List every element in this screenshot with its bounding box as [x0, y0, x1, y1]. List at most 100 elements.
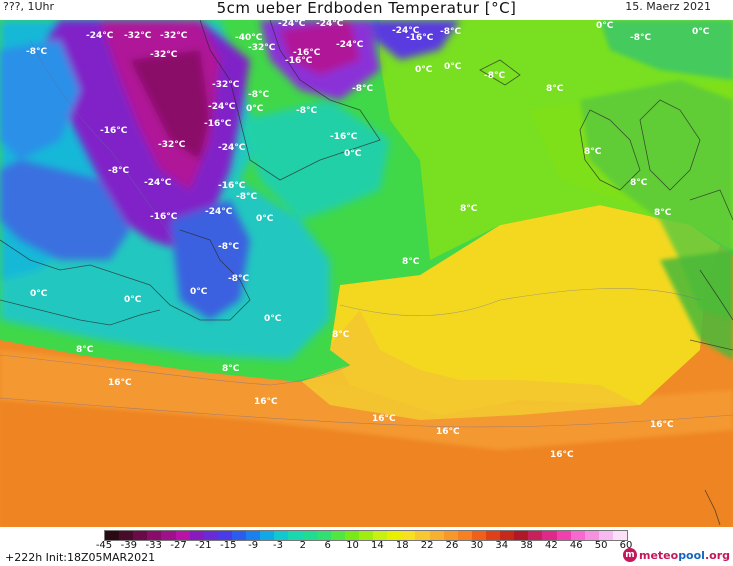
- temp-label: -16°C: [218, 181, 246, 191]
- color-swatch: [485, 531, 501, 540]
- color-swatch: [612, 531, 628, 540]
- color-swatch: [528, 531, 543, 540]
- temp-label: 8°C: [222, 364, 240, 374]
- scale-tick-label: -15: [220, 540, 237, 551]
- color-swatch: [401, 531, 416, 540]
- color-swatch: [217, 531, 232, 540]
- scale-tick-label: -3: [273, 540, 283, 551]
- scale-tick-label: 14: [371, 540, 384, 551]
- temp-label: -24°C: [278, 20, 306, 29]
- temp-label: 8°C: [76, 345, 94, 355]
- color-swatch: [443, 531, 458, 540]
- scale-tick-label: 2: [299, 540, 307, 551]
- temp-label: -16°C: [293, 48, 321, 58]
- temp-label: 8°C: [546, 84, 564, 94]
- color-swatch: [471, 531, 486, 540]
- scale-tick-label: -39: [120, 540, 138, 551]
- temp-label: -40°C: [235, 33, 263, 43]
- scale-tick-label: -27: [170, 540, 187, 551]
- color-swatch: [373, 531, 388, 540]
- temp-label: -24°C: [316, 20, 344, 29]
- temp-label: -32°C: [212, 80, 240, 90]
- color-swatch: [105, 531, 120, 540]
- temp-label: -8°C: [352, 84, 373, 94]
- color-swatch: [330, 531, 345, 540]
- temperature-labels: -24°C -32°C -32°C -40°C -32°C -24°C -24°…: [26, 20, 710, 460]
- temp-label: 0°C: [264, 314, 282, 324]
- temp-label: 16°C: [254, 397, 278, 407]
- color-swatch: [147, 531, 162, 540]
- temp-label: -8°C: [440, 27, 461, 37]
- logo-icon: m: [622, 548, 637, 562]
- color-swatch: [514, 531, 529, 540]
- footer: -45 -39 -33 -27 -21 -15 -9 -3 2 6 10 14 18 22 26 30 34 38…: [0, 527, 733, 566]
- model-run-label: ???, 1Uhr: [3, 0, 55, 13]
- temp-label: 16°C: [372, 414, 396, 424]
- logo-text: meteopool.org: [639, 549, 730, 562]
- color-swatch: [500, 531, 515, 540]
- logo-text-part: meteo: [638, 548, 679, 562]
- map-canvas: -24°C -32°C -32°C -40°C -32°C -24°C -24°…: [0, 20, 733, 527]
- color-swatch: [302, 531, 317, 540]
- scale-tick-label: 60: [619, 540, 633, 551]
- temperature-map: -24°C -32°C -32°C -40°C -32°C -24°C -24°…: [0, 20, 733, 527]
- color-swatch: [246, 531, 261, 540]
- temp-label: -8°C: [248, 90, 269, 100]
- color-swatch: [161, 531, 176, 540]
- color-swatch: [316, 531, 331, 540]
- color-swatch: [203, 531, 218, 540]
- temp-label: -8°C: [228, 274, 249, 284]
- temp-label: 8°C: [402, 257, 420, 267]
- temp-label: -24°C: [144, 178, 172, 188]
- temp-label: -8°C: [26, 47, 47, 57]
- temp-label: -24°C: [86, 31, 114, 41]
- temp-label: 0°C: [415, 65, 433, 75]
- color-swatch: [556, 531, 571, 540]
- temp-label: 0°C: [692, 27, 710, 37]
- scale-tick-label: -45: [95, 540, 113, 551]
- temp-label: -16°C: [406, 33, 434, 43]
- forecast-run-info: +222h Init:18Z05MAR2021: [5, 551, 156, 564]
- meteopool-logo[interactable]: m meteopool.org: [622, 547, 730, 563]
- temp-label: -32°C: [158, 140, 186, 150]
- logo-text-part: pool: [678, 548, 705, 562]
- scale-tick-label: 26: [445, 540, 459, 551]
- temp-label: -16°C: [330, 132, 358, 142]
- temp-label: 8°C: [654, 208, 672, 218]
- color-swatch: [274, 531, 289, 540]
- scale-tick-label: -21: [195, 540, 212, 551]
- scale-tick-label: 42: [545, 540, 558, 551]
- color-swatch: [429, 531, 444, 540]
- color-swatch: [542, 531, 557, 540]
- temp-label: -16°C: [150, 212, 178, 222]
- temp-label: -32°C: [124, 31, 152, 41]
- temp-label: 0°C: [344, 149, 362, 159]
- color-swatch: [457, 531, 472, 540]
- header: ???, 1Uhr 5cm ueber Erdboden Temperatur …: [0, 0, 733, 20]
- scale-tick-label: -9: [248, 540, 259, 551]
- temp-label: -24°C: [218, 143, 246, 153]
- color-swatch: [189, 531, 204, 540]
- temp-label: -32°C: [160, 31, 188, 41]
- temp-label: -24°C: [205, 207, 233, 217]
- scale-tick-label: -33: [145, 540, 162, 551]
- temp-label: 0°C: [30, 289, 48, 299]
- temp-label: -24°C: [208, 102, 236, 112]
- color-swatch: [584, 531, 599, 540]
- scale-tick-label: 18: [395, 540, 409, 551]
- scale-tick-label: 46: [569, 540, 583, 551]
- temp-label: 0°C: [596, 21, 614, 31]
- temp-label: -32°C: [248, 43, 276, 53]
- temp-label: 8°C: [584, 147, 602, 157]
- temp-label: -8°C: [108, 166, 129, 176]
- temp-label: -16°C: [285, 56, 313, 66]
- color-swatch: [133, 531, 148, 540]
- temp-label: 16°C: [650, 420, 674, 430]
- logo-text-part: .org: [704, 548, 730, 562]
- temp-label: 0°C: [256, 214, 274, 224]
- temp-label: -8°C: [236, 192, 257, 202]
- scale-tick-label: 10: [346, 540, 359, 551]
- temp-label: -8°C: [218, 242, 239, 252]
- scale-tick-label: 34: [495, 540, 509, 551]
- temp-label: -8°C: [296, 106, 317, 116]
